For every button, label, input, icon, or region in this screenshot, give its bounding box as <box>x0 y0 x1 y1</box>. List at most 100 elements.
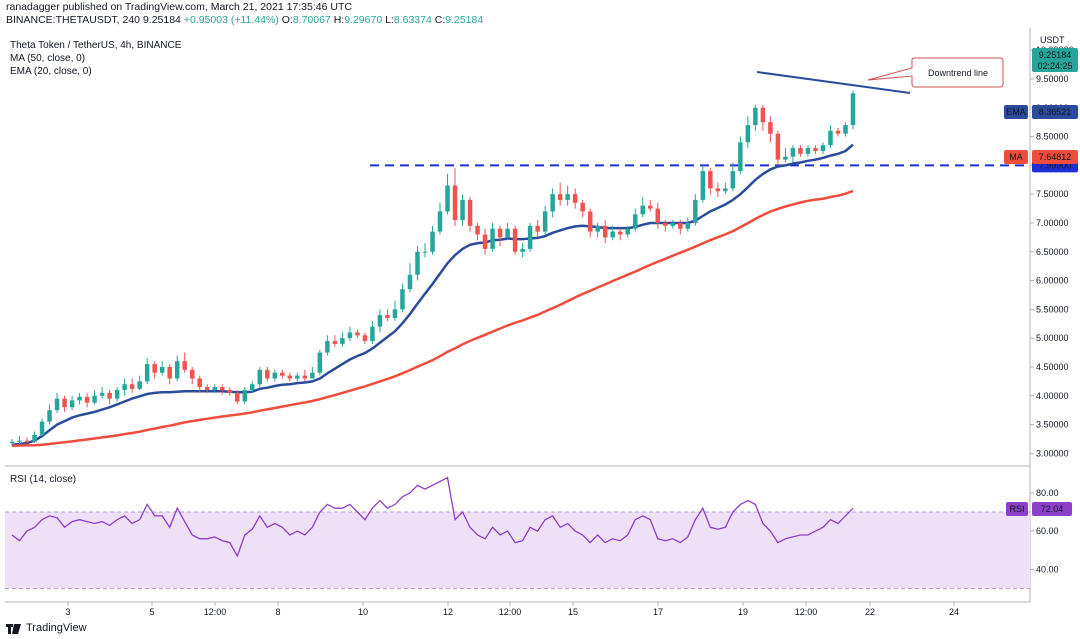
candle-body <box>693 199 698 223</box>
tradingview-footer: TradingView <box>6 622 87 634</box>
candle-body <box>587 211 593 232</box>
candle-body <box>753 107 758 126</box>
candle-body <box>505 228 510 238</box>
candle-body <box>129 384 135 389</box>
candle-body <box>708 171 713 189</box>
price-tick-label: 5.50000 <box>1036 304 1069 314</box>
time-tick-label: 8 <box>275 607 280 617</box>
instrument-legend: Theta Token / TetherUS, 4h, BINANCE <box>10 40 182 51</box>
candle-body <box>47 410 52 422</box>
candle-body <box>265 369 270 379</box>
price-tick-label: 4.50000 <box>1036 362 1069 372</box>
candle-body <box>655 208 661 223</box>
candle-body <box>69 400 75 408</box>
candle-body <box>610 231 615 238</box>
candle-body <box>32 434 37 442</box>
tradingview-logo-icon <box>6 624 21 634</box>
candle-body <box>678 222 683 229</box>
candle-body <box>663 222 668 226</box>
currency-label: USDT <box>1040 35 1065 45</box>
candle-body <box>700 171 706 200</box>
candle-body <box>745 125 751 143</box>
candle-body <box>512 228 518 252</box>
candle-body <box>535 225 540 232</box>
candle-body <box>174 361 180 379</box>
candle-body <box>730 171 736 189</box>
callout-text: Downtrend line <box>928 68 988 78</box>
candle-body <box>355 332 360 336</box>
price-tick-label: 7.00000 <box>1036 218 1069 228</box>
ema-value-text: 8.36521 <box>1039 107 1072 117</box>
last-price: 9.25184 <box>142 14 181 26</box>
candle-body <box>272 372 278 379</box>
candle-body <box>843 125 848 134</box>
time-tick-label: 12:00 <box>795 607 818 617</box>
candle-body <box>122 384 127 390</box>
candle-body <box>152 364 157 373</box>
ema-value-badge <box>1032 105 1078 119</box>
candle-body <box>760 107 766 123</box>
candle-body <box>775 133 781 160</box>
time-tick-label: 24 <box>949 607 959 617</box>
candle-body <box>204 387 210 390</box>
candle-body <box>520 248 525 252</box>
high-value: 9.29670 <box>344 14 383 26</box>
ma-tag-badge <box>1004 150 1028 164</box>
candle-body <box>92 395 97 403</box>
rsi-tick-label: 80.00 <box>1036 488 1059 498</box>
candle-body <box>9 441 15 443</box>
time-tick-label: 12:00 <box>204 607 227 617</box>
candle-body <box>310 372 315 379</box>
ma50-line <box>11 189 854 447</box>
time-tick-label: 19 <box>738 607 748 617</box>
candle-body <box>790 148 796 157</box>
candle-body <box>460 199 465 221</box>
time-tick-label: 15 <box>568 607 578 617</box>
callout-box <box>867 57 1004 88</box>
candle-body <box>189 369 195 379</box>
candle-body <box>783 156 788 160</box>
candle-body <box>302 375 308 379</box>
candle-body <box>362 335 368 342</box>
rsi-tick-label: 60.00 <box>1036 526 1059 536</box>
candle-body <box>84 396 90 403</box>
candle-body <box>407 274 413 290</box>
candle-body <box>280 372 285 376</box>
candle-body <box>107 392 112 399</box>
candle-body <box>77 396 82 401</box>
open-value: 8.70067 <box>292 14 331 26</box>
candle-body <box>595 225 600 232</box>
ema-tag-badge <box>1004 105 1028 119</box>
candle-body <box>370 326 375 342</box>
countdown-value: 02:24:25 <box>1037 61 1072 71</box>
price-tick-label: 4.00000 <box>1036 391 1069 401</box>
candle-body <box>197 378 202 388</box>
candle-body <box>415 251 420 275</box>
time-tick-label: 10 <box>358 607 368 617</box>
time-tick-label: 3 <box>65 607 70 617</box>
candle-body <box>805 148 811 154</box>
candle-body <box>437 211 443 232</box>
candle-body <box>835 130 841 134</box>
candle-body <box>715 188 721 192</box>
candle-body <box>557 194 563 200</box>
price-tick-label: 6.50000 <box>1036 247 1069 257</box>
close-value: 9.25184 <box>445 14 484 26</box>
rsi-value-text: 72.04 <box>1041 504 1064 514</box>
candle-body <box>99 392 105 396</box>
candle-body <box>550 194 555 212</box>
time-tick-label: 17 <box>653 607 663 617</box>
candle-body <box>325 341 330 353</box>
candle-body <box>580 202 585 212</box>
price-tick-label: 9.50000 <box>1036 74 1069 84</box>
publish-line: ranadagger published on TradingView.com,… <box>6 1 352 13</box>
candle-body <box>475 225 480 235</box>
candle-body <box>685 222 691 229</box>
candle-body <box>798 148 803 154</box>
candle-body <box>813 148 818 151</box>
candle-body <box>820 145 826 151</box>
candle-body <box>227 390 233 393</box>
high-label: H: <box>333 14 345 26</box>
candle-body <box>738 142 743 172</box>
